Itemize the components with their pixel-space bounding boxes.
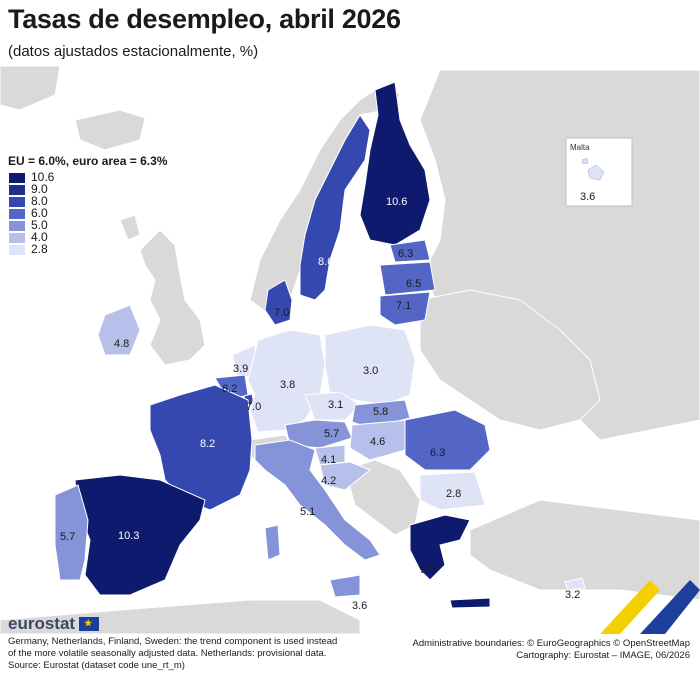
footer-source: Source: Eurostat (dataset code une_rt_m) [8, 660, 185, 671]
legend-row: 2.8 [8, 242, 167, 256]
country-france [149, 384, 253, 511]
label-ireland: 4.8 [114, 338, 129, 350]
label-denmark: 7.0 [274, 307, 289, 319]
country-sicily [329, 574, 361, 598]
label-malta: 3.6 [352, 600, 367, 612]
value-labels: 10.6 8.6 7.0 6.3 6.5 7.1 4.8 3.9 6.2 7.0… [60, 196, 580, 612]
legend-row: 5.0 [8, 218, 167, 232]
legend-label: 4.0 [31, 230, 48, 244]
malta-inset: Malta 3.6 [565, 137, 633, 207]
legend-row: 8.0 [8, 194, 167, 208]
country-denmark [264, 279, 293, 326]
country-ireland [97, 304, 141, 356]
country-latvia [379, 261, 436, 296]
country-lithuania [379, 291, 431, 326]
legend-row: 6.0 [8, 206, 167, 220]
label-portugal: 5.7 [60, 531, 75, 543]
label-finland: 10.6 [386, 196, 407, 208]
legend-row: 9.0 [8, 182, 167, 196]
country-crete [449, 597, 491, 609]
label-lithuania: 7.1 [396, 300, 411, 312]
footer-boundaries: Administrative boundaries: © EuroGeograp… [412, 638, 691, 649]
label-france: 8.2 [200, 438, 215, 450]
footer-credits: Administrative boundaries: © EuroGeograp… [390, 638, 691, 662]
country-sweden [299, 114, 371, 301]
legend-swatch [8, 172, 26, 184]
label-czechia: 3.1 [328, 399, 343, 411]
malta-inset-label: Malta [570, 143, 590, 152]
legend-label: 2.8 [31, 242, 48, 256]
page-title: Tasas de desempleo, abril 2026 [8, 4, 401, 34]
label-germany: 3.8 [280, 379, 295, 391]
legend-summary: EU = 6.0%, euro area = 6.3% [8, 154, 168, 168]
label-estonia: 6.3 [398, 248, 413, 260]
country-portugal [54, 484, 89, 581]
country-bulgaria [419, 471, 486, 511]
country-estonia [389, 239, 431, 263]
label-luxembourg: 7.0 [246, 401, 261, 413]
country-czechia [304, 391, 361, 421]
country-hungary [349, 419, 411, 461]
label-italy: 5.1 [300, 506, 315, 518]
map: Malta 3.6 10.6 8.6 7.0 6.3 6.5 7.1 4.8 3… [0, 66, 700, 634]
label-croatia: 4.2 [321, 475, 336, 487]
eu-flag-icon [79, 617, 100, 631]
legend-row: 10.6 [8, 170, 167, 184]
label-hungary: 4.6 [370, 436, 385, 448]
label-netherlands: 3.9 [233, 363, 248, 375]
legend-swatch [8, 208, 26, 220]
footer-note: Germany, Netherlands, Finland, Sweden: t… [8, 636, 338, 659]
label-poland: 3.0 [363, 365, 378, 377]
legend-label: 6.0 [31, 206, 48, 220]
country-cyprus [564, 577, 586, 591]
label-bulgaria: 2.8 [446, 488, 461, 500]
country-poland [324, 324, 416, 406]
label-romania: 6.3 [430, 447, 445, 459]
country-romania [404, 409, 491, 471]
country-sardinia [264, 524, 281, 561]
country-italy [254, 439, 381, 561]
label-latvia: 6.5 [406, 278, 421, 290]
legend-label: 9.0 [31, 182, 48, 196]
label-greece: 9.5 [420, 564, 435, 576]
legend-label: 10.6 [31, 170, 55, 184]
footer-cartography: Cartography: Eurostat – IMAGE, 06/2026 [516, 650, 690, 661]
country-spain [74, 474, 206, 596]
legend-swatch [8, 220, 26, 232]
legend-swatch [8, 232, 26, 244]
label-austria: 5.7 [324, 428, 339, 440]
legend-label: 8.0 [31, 194, 48, 208]
label-slovenia: 4.1 [321, 454, 336, 466]
page-subtitle: (datos ajustados estacionalmente, %) [8, 43, 259, 60]
footer-notes: Germany, Netherlands, Finland, Sweden: t… [8, 636, 338, 672]
corner-graphic [600, 580, 700, 634]
country-finland [359, 81, 431, 246]
eurostat-logo: eurostat [8, 614, 100, 634]
label-spain: 10.3 [118, 530, 139, 542]
country-greece [409, 514, 471, 581]
legend: EU = 6.0%, euro area = 6.3% 10.6 9.0 8.0 6.… [8, 154, 167, 256]
malta-inset-value: 3.6 [580, 191, 595, 203]
legend-row: 4.0 [8, 230, 167, 244]
label-sweden: 8.6 [318, 256, 333, 268]
label-cyprus: 3.2 [565, 589, 580, 601]
legend-swatch [8, 196, 26, 208]
legend-label: 5.0 [31, 218, 48, 232]
legend-swatch [8, 244, 26, 256]
label-belgium: 6.2 [222, 383, 237, 395]
country-croatia [319, 461, 371, 491]
legend-swatch [8, 184, 26, 196]
label-slovakia: 5.8 [373, 406, 388, 418]
brand-text: eurostat [8, 614, 76, 633]
